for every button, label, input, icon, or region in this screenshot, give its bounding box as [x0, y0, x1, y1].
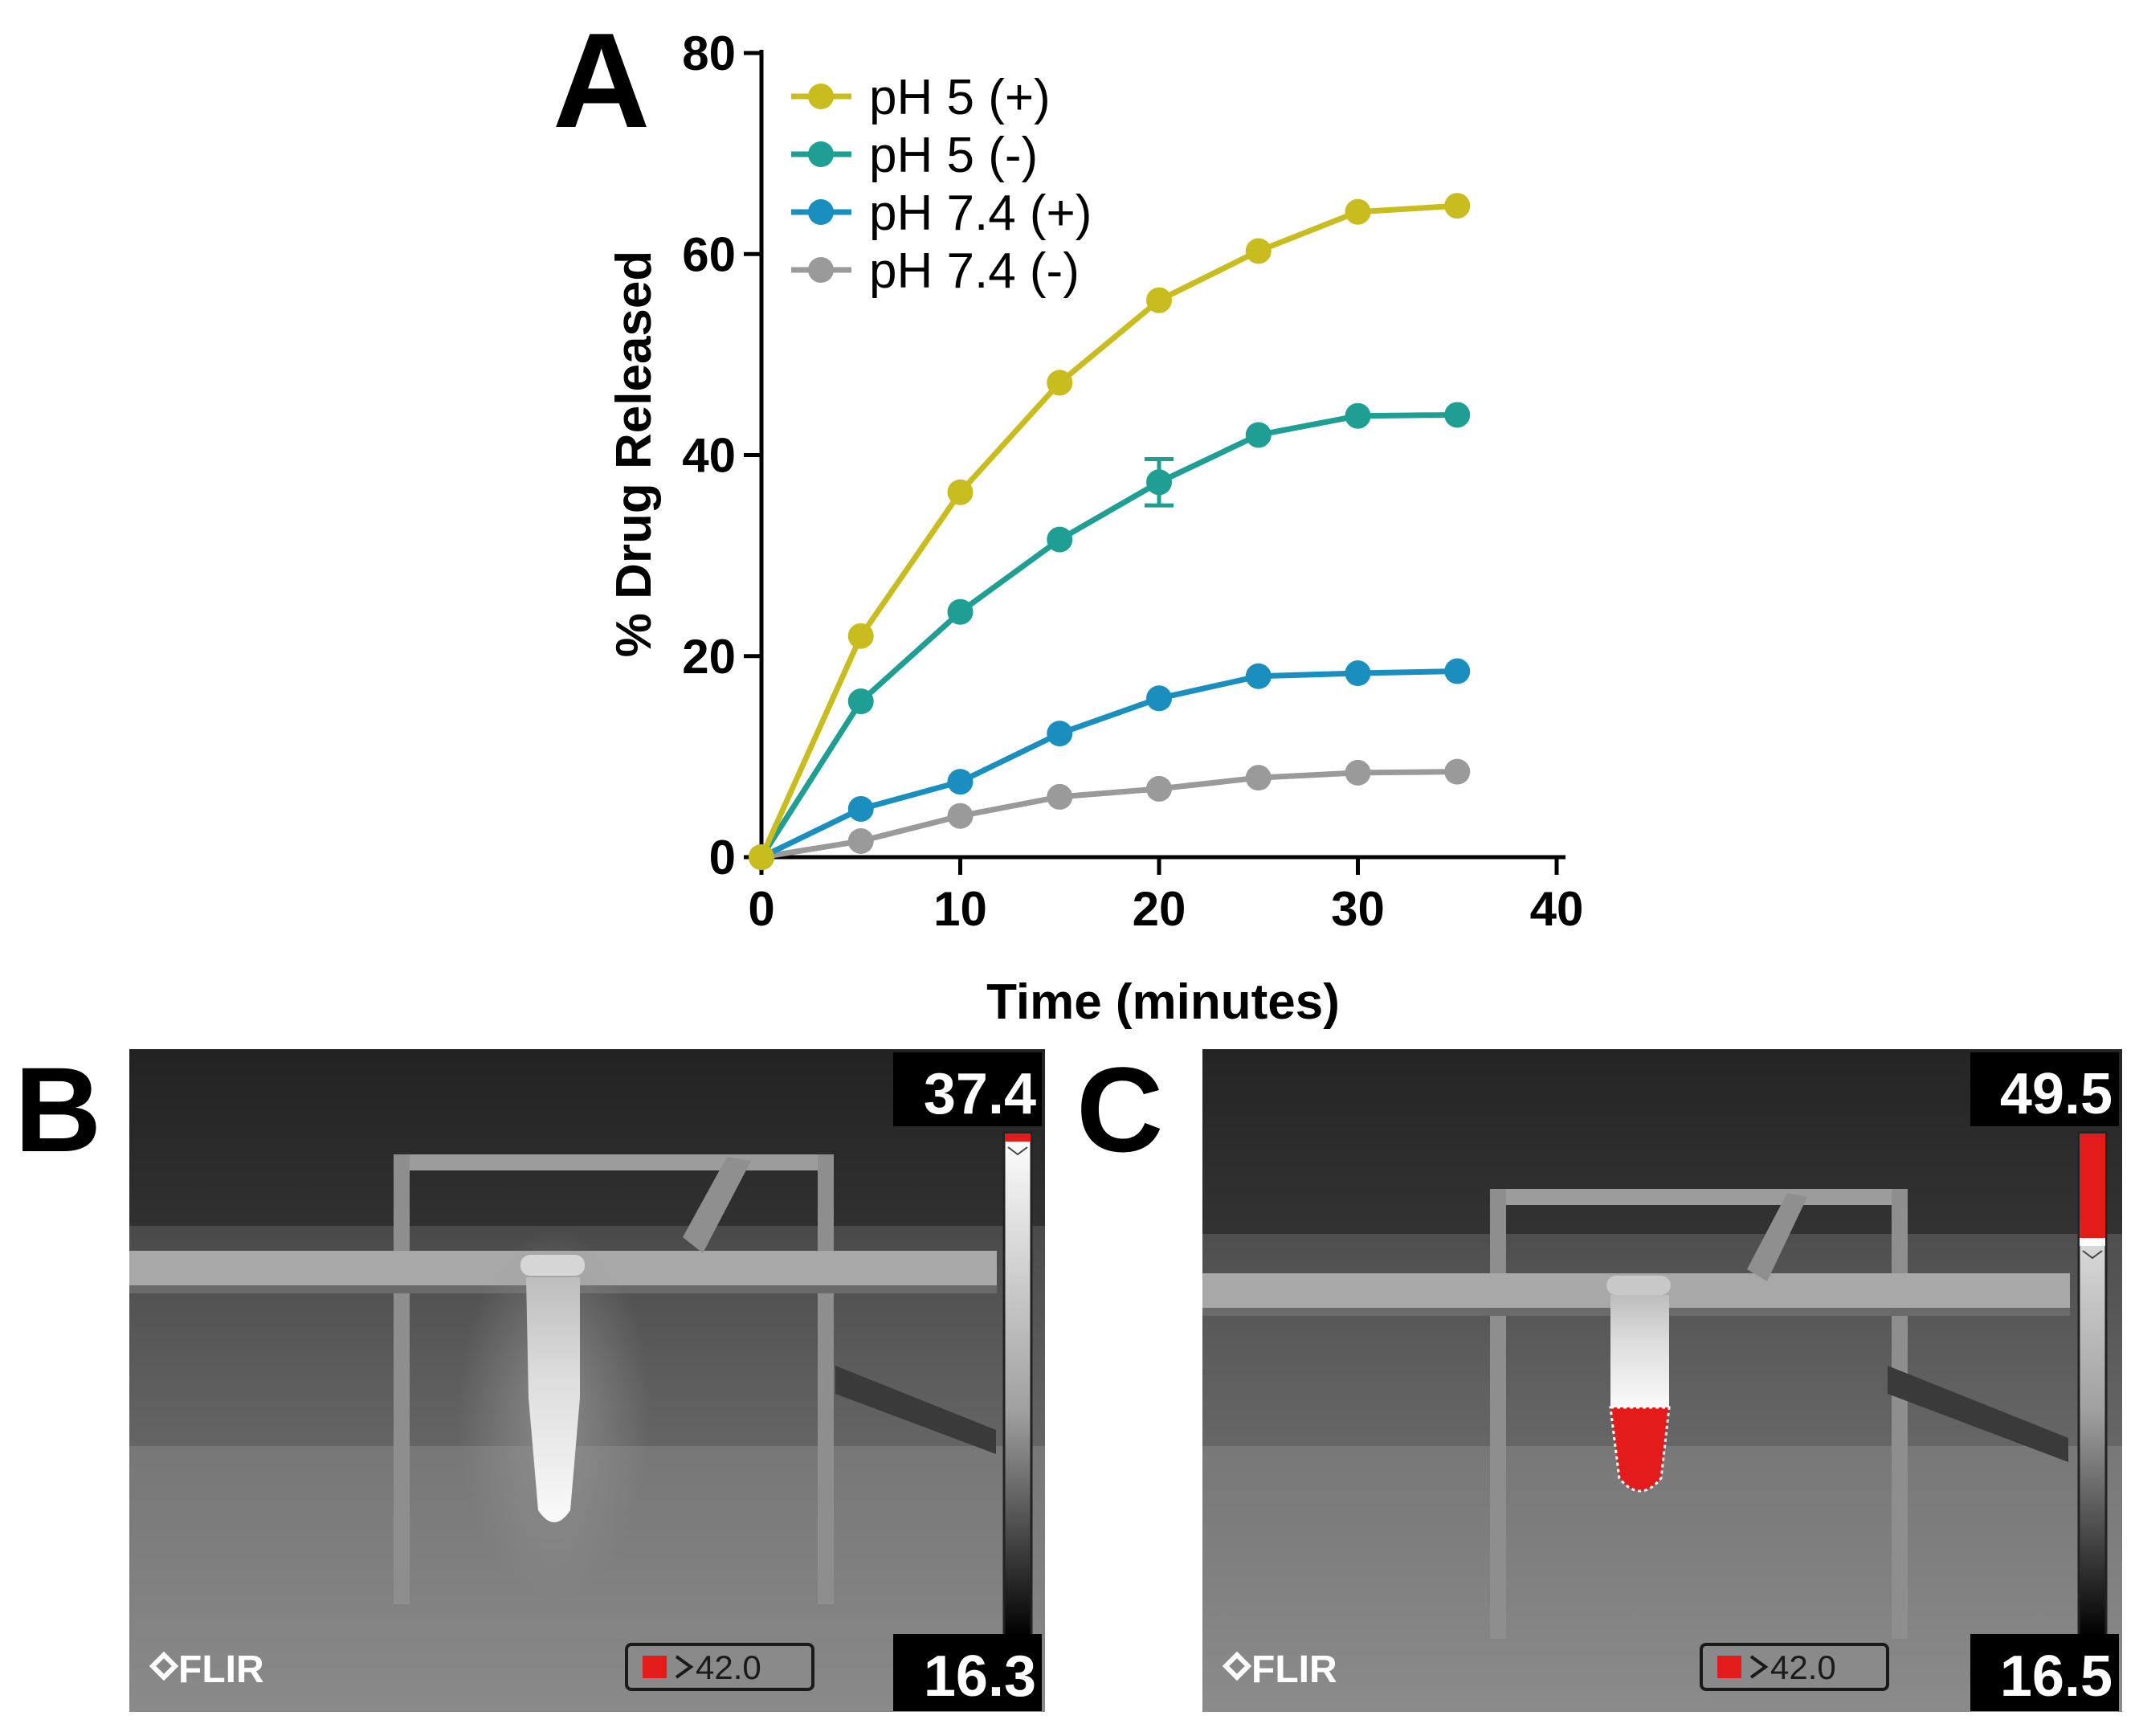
data-point: [847, 827, 874, 854]
alarm-indicator-c: 42.0: [1700, 1643, 1889, 1691]
data-point: [847, 688, 874, 715]
data-point: [947, 598, 974, 625]
data-point: [1444, 758, 1471, 785]
scale-min-c: 16.5: [2000, 1644, 2112, 1709]
data-point: [947, 803, 974, 829]
data-point: [749, 844, 774, 870]
series-line: [759, 411, 1458, 859]
legend-item: pH 5 (+): [791, 70, 1051, 125]
data-point: [1345, 660, 1371, 687]
data-point: [1146, 775, 1172, 802]
x-ticks: 0 10 20 30 40: [748, 857, 1583, 936]
chart-series: [749, 193, 1471, 870]
x-axis-title: Time (minutes): [986, 974, 1340, 1030]
data-point: [1345, 402, 1371, 429]
legend-label: pH 7.4 (+): [869, 186, 1092, 241]
data-point: [1047, 370, 1073, 396]
x-tick-label: 10: [933, 882, 987, 936]
panel-label-b: B: [14, 1042, 101, 1177]
legend-swatch-marker: [808, 84, 834, 109]
data-point: [847, 795, 874, 822]
flir-logo-b: FLIR: [149, 1648, 264, 1691]
greater-than-icon-b: [675, 1655, 694, 1679]
data-point: [1146, 287, 1172, 313]
svg-text:FLIR: FLIR: [178, 1648, 264, 1691]
data-point: [1245, 765, 1272, 791]
data-point: [847, 623, 874, 649]
data-point: [1245, 422, 1272, 448]
error-bar: [1145, 457, 1174, 508]
thermal-image-b: 37.4 16.3 42.0 FLIR: [129, 1049, 1045, 1712]
series-2: [749, 658, 1471, 870]
x-tick-label: 20: [1133, 882, 1186, 936]
x-tick-label: 30: [1331, 882, 1385, 936]
legend-label: pH 5 (+): [869, 70, 1051, 125]
y-tick-label: 40: [682, 429, 736, 483]
y-ticks: 0 20 40 60 80: [682, 27, 761, 884]
data-point: [947, 769, 974, 795]
series-0: [749, 193, 1471, 870]
alarm-value-c: 42.0: [1770, 1648, 1836, 1686]
data-point: [1345, 198, 1371, 225]
y-tick-label: 20: [682, 630, 736, 684]
data-point: [1047, 721, 1073, 747]
legend-label: pH 7.4 (-): [869, 243, 1080, 299]
series-3: [749, 758, 1471, 870]
legend-swatch-marker: [808, 257, 834, 283]
legend-swatch-marker: [808, 199, 834, 225]
data-point: [1047, 526, 1073, 553]
scale-min-b: 16.3: [924, 1644, 1036, 1709]
series-line: [760, 668, 1458, 860]
svg-text:FLIR: FLIR: [1251, 1648, 1337, 1691]
scale-max-c: 49.5: [2000, 1062, 2112, 1126]
alarm-value-b: 42.0: [696, 1648, 761, 1686]
y-tick-label: 80: [682, 27, 736, 80]
chart-legend: pH 5 (+)pH 5 (-)pH 7.4 (+)pH 7.4 (-): [791, 70, 1092, 299]
chart-axes: 0 20 40 60 80 0 10 20 30 40: [682, 27, 1583, 936]
alarm-indicator-b: 42.0: [625, 1643, 814, 1691]
series-line: [758, 202, 1458, 859]
series-line: [761, 769, 1458, 860]
data-point: [1245, 663, 1272, 689]
legend-swatch-marker: [808, 141, 834, 167]
legend-item: pH 7.4 (-): [791, 243, 1080, 299]
data-point: [1444, 658, 1471, 684]
x-tick-label: 40: [1530, 882, 1584, 936]
y-axis-title: % Drug Released: [606, 251, 662, 658]
y-tick-label: 60: [682, 227, 736, 281]
data-point: [1047, 783, 1073, 810]
data-point: [1444, 193, 1471, 219]
hot-region-c: [1609, 1406, 1671, 1493]
legend-item: pH 7.4 (+): [791, 186, 1092, 241]
x-tick-label: 0: [748, 882, 774, 936]
data-point: [1345, 759, 1371, 786]
panel-label-a: A: [553, 5, 650, 156]
data-point: [1444, 402, 1471, 428]
flir-logo-c: FLIR: [1222, 1648, 1337, 1691]
y-tick-label: 0: [709, 831, 736, 884]
data-point: [947, 479, 974, 505]
data-point: [1146, 685, 1172, 712]
panel-label-c: C: [1076, 1042, 1163, 1177]
scale-max-b: 37.4: [924, 1062, 1036, 1126]
greater-than-icon-c: [1749, 1655, 1769, 1679]
legend-item: pH 5 (-): [791, 128, 1038, 183]
legend-label: pH 5 (-): [869, 128, 1038, 183]
data-point: [1245, 238, 1272, 264]
thermal-image-c: 49.5 16.5 42.0 FLIR: [1202, 1049, 2122, 1712]
